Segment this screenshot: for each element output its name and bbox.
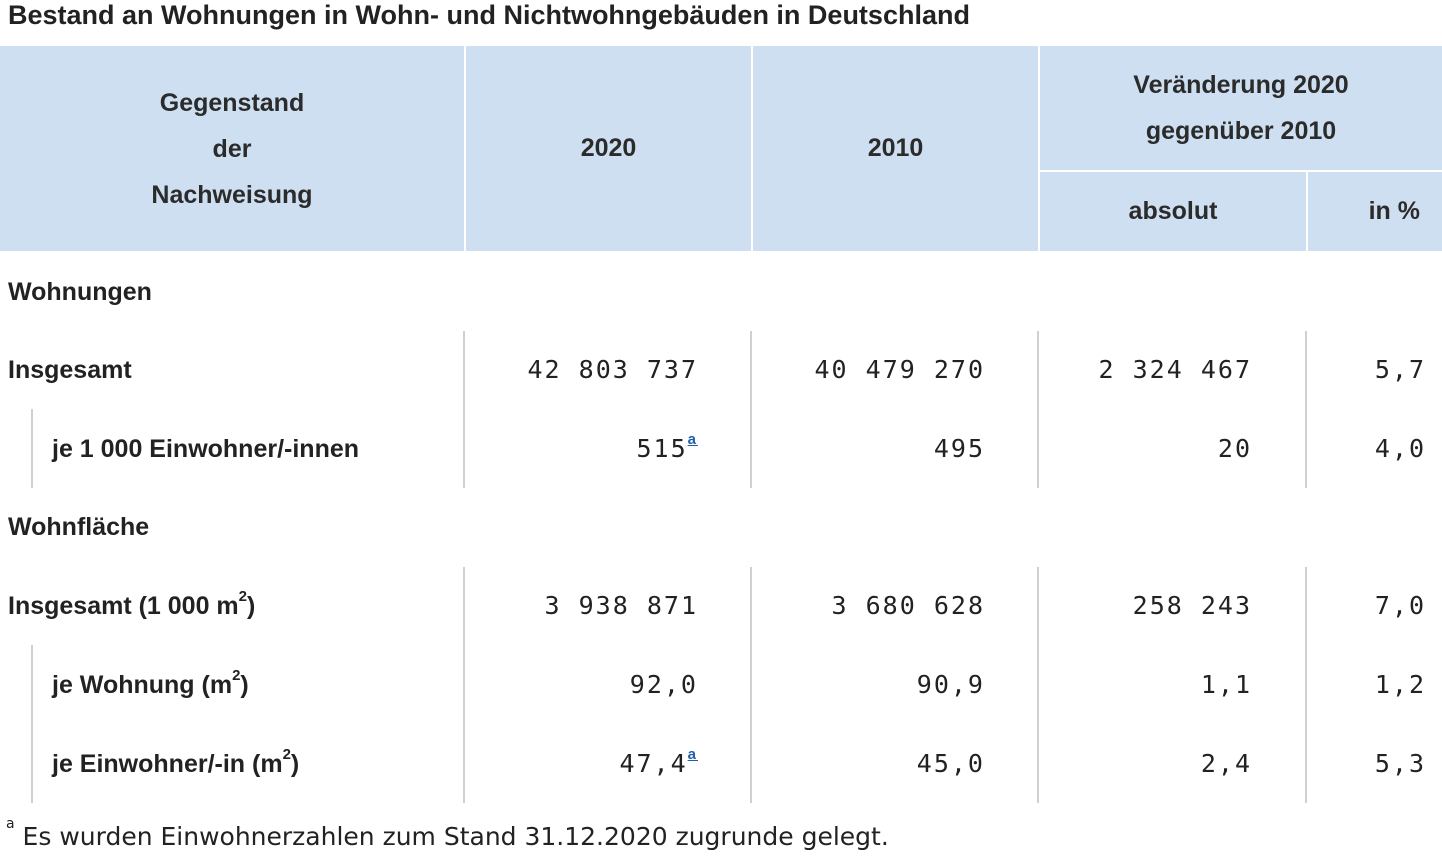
row-label: je Einwohner/-in (m2) xyxy=(52,745,300,778)
cell-absolute: 2,4 xyxy=(1200,749,1252,778)
header-subject: Gegenstand der Nachweisung xyxy=(0,46,464,251)
row-label: je 1 000 Einwohner/-innen xyxy=(52,435,360,463)
header-subject-line-1: Gegenstand xyxy=(159,88,305,117)
cell-2020: 42 803 737 xyxy=(527,355,698,384)
footnote-link[interactable]: a xyxy=(687,745,698,763)
cell-value: 47,4 xyxy=(619,749,688,778)
cell-2010: 3 680 628 xyxy=(831,591,985,620)
section-title-wohnungen: Wohnungen xyxy=(8,278,152,306)
cell-absolute: 258 243 xyxy=(1132,591,1252,620)
header-2010: 2010 xyxy=(867,134,924,162)
table-title: Bestand an Wohnungen in Wohn- und Nichtw… xyxy=(8,0,970,30)
cell-2010: 40 479 270 xyxy=(814,355,985,384)
cell-percent: 4,0 xyxy=(1374,434,1426,463)
header-subject-line-3: Nachweisung xyxy=(151,180,313,209)
footnote: a Es wurden Einwohnerzahlen zum Stand 31… xyxy=(6,817,889,851)
cell-percent: 5,3 xyxy=(1374,749,1426,778)
cell-2010: 45,0 xyxy=(916,749,985,778)
cell-2020: 515a xyxy=(466,410,698,488)
header-subject-line-2: der xyxy=(212,134,252,163)
cell-percent: 7,0 xyxy=(1374,591,1426,620)
row-label: je Wohnung (m2) xyxy=(52,666,249,699)
cell-percent: 5,7 xyxy=(1374,355,1426,384)
footnote-link[interactable]: a xyxy=(687,430,698,448)
cell-2020: 3 938 871 xyxy=(544,591,698,620)
cell-absolute: 1,1 xyxy=(1200,670,1252,699)
table-header: Gegenstand der Nachweisung 2020 2010 Ver… xyxy=(0,46,1442,251)
header-percent: in % xyxy=(1368,197,1420,225)
header-change-line-2: gegenüber 2010 xyxy=(1145,117,1337,145)
row-label: Insgesamt (1 000 m2) xyxy=(8,587,256,620)
footnote-marker: a xyxy=(6,815,15,832)
cell-2010: 495 xyxy=(933,434,985,463)
cell-absolute: 2 324 467 xyxy=(1098,355,1252,384)
row-label: Insgesamt xyxy=(8,356,132,384)
section-title-wohnflaeche: Wohnfläche xyxy=(8,513,150,541)
header-change: Veränderung 2020 gegenüber 2010 xyxy=(1040,46,1442,170)
cell-2010: 90,9 xyxy=(916,670,985,699)
footnote-text: Es wurden Einwohnerzahlen zum Stand 31.1… xyxy=(22,822,889,851)
cell-absolute: 20 xyxy=(1217,434,1252,463)
header-absolute: absolut xyxy=(1128,197,1218,225)
cell-value: 515 xyxy=(636,434,688,463)
header-change-line-1: Veränderung 2020 xyxy=(1133,71,1349,99)
cell-2020: 47,4a xyxy=(466,725,698,803)
cell-percent: 1,2 xyxy=(1374,670,1426,699)
cell-2020: 92,0 xyxy=(629,670,698,699)
header-2020: 2020 xyxy=(580,134,637,162)
